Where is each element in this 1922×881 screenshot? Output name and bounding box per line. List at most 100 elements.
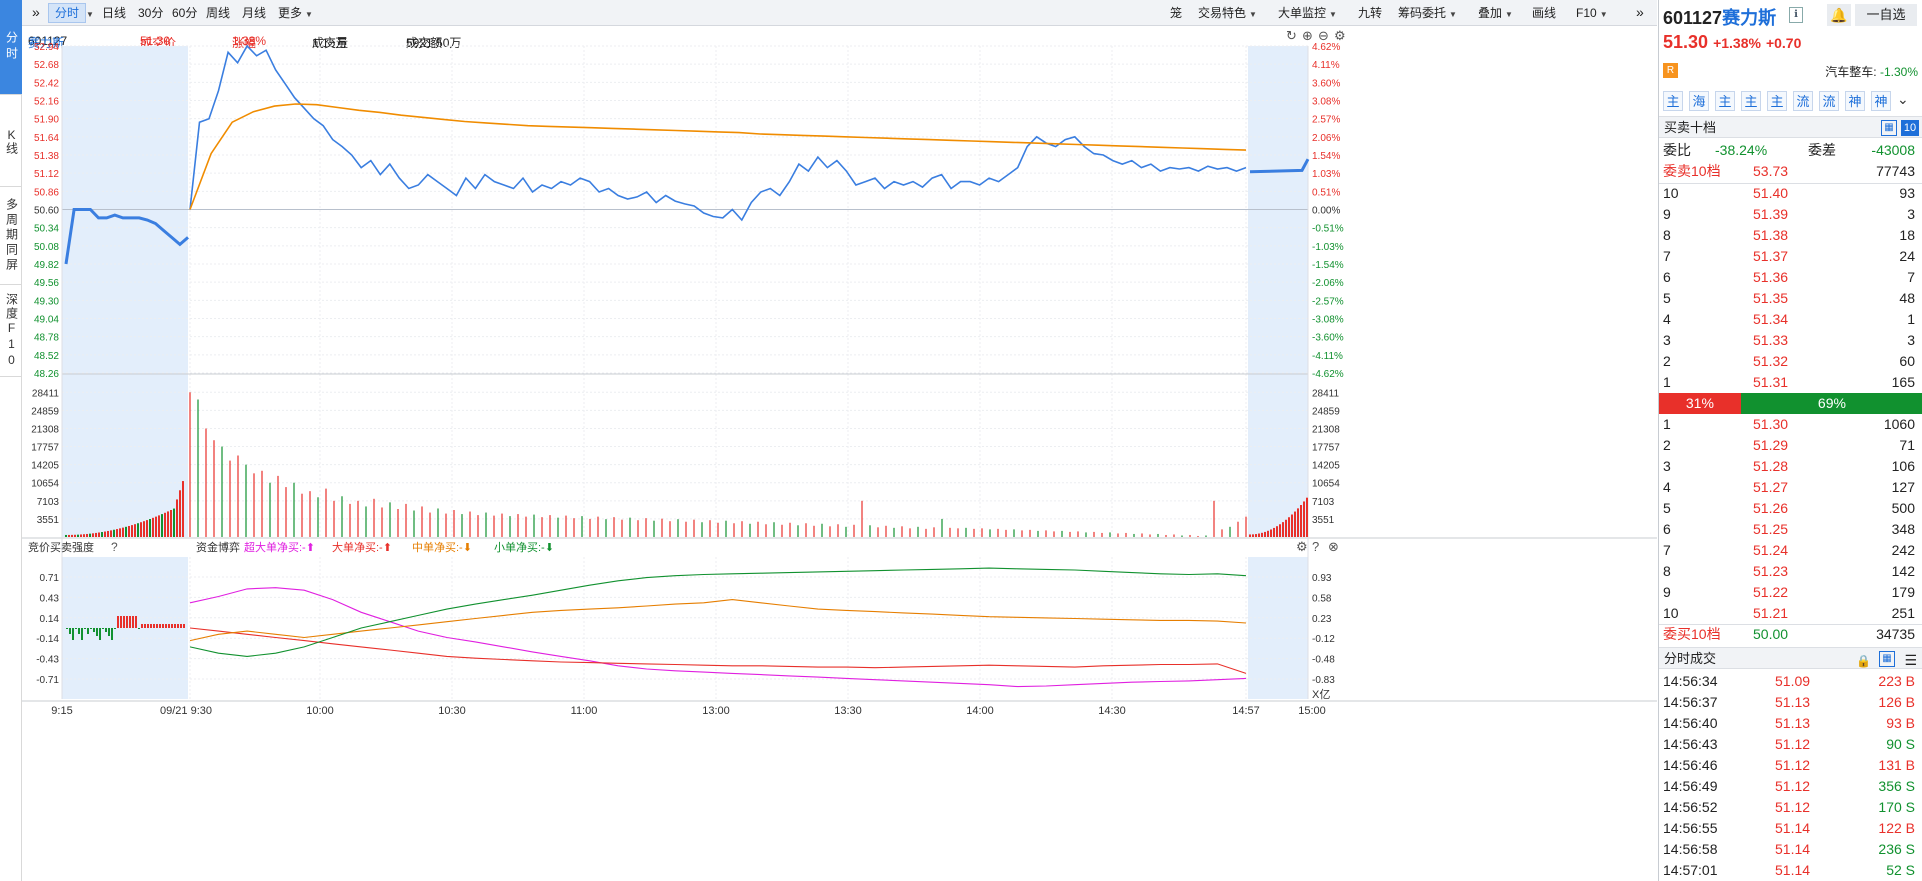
change-value: 1.38% xyxy=(232,34,267,48)
post-close-price-line xyxy=(1249,158,1310,174)
list-icon[interactable]: ☰ xyxy=(1904,652,1917,668)
bid-row[interactable]: 8 51.23 142 xyxy=(1663,561,1919,582)
flow-unit-label: X亿 xyxy=(1312,688,1330,701)
level-volume: 93 xyxy=(1899,185,1915,201)
cage-button[interactable]: 笼 xyxy=(1170,6,1183,20)
intraday-chart[interactable]: ↻ ⊕ ⊖ ⚙? ⚙? ⊗ 52.94 4.62% 52.68 4.11% 52.42 3.60% 5… xyxy=(22,0,1657,881)
bid-row[interactable]: 2 51.29 71 xyxy=(1663,435,1919,456)
quote-side-panel: 601127赛力斯 ℹ 🔔 一自选 51.30 +1.38% +0.70 R 汽… xyxy=(1658,0,1922,881)
chip-order-dropdown[interactable]: 筹码委托 ▼ xyxy=(1392,3,1463,23)
ask-row[interactable]: 1 51.31 165 xyxy=(1663,372,1919,393)
bid-row[interactable]: 3 51.28 106 xyxy=(1663,456,1919,477)
period-intraday-button[interactable]: 分时 xyxy=(48,3,87,23)
ask-row[interactable]: 7 51.37 24 xyxy=(1663,246,1919,267)
level: 7 xyxy=(1663,248,1671,264)
trade-feature-dropdown[interactable]: 交易特色 ▼ xyxy=(1192,3,1263,23)
period-weekly-button[interactable]: 周线 xyxy=(206,6,231,20)
ask-row[interactable]: 2 51.32 60 xyxy=(1663,351,1919,372)
time-tick-label: 11:00 xyxy=(571,705,598,717)
gear-icon: ⚙ xyxy=(1296,539,1308,554)
tick-time: 14:56:58 xyxy=(1663,841,1718,857)
overlay-dropdown[interactable]: 叠加 ▼ xyxy=(1472,3,1519,23)
period-daily-button[interactable]: 日线 xyxy=(102,6,127,20)
period-monthly-button[interactable]: 月线 xyxy=(242,6,267,20)
level-volume: 24 xyxy=(1899,248,1915,264)
auction-strength-bar xyxy=(135,616,137,628)
ask-row[interactable]: 10 51.40 93 xyxy=(1663,183,1919,204)
bid-row[interactable]: 9 51.22 179 xyxy=(1663,582,1919,603)
ask-row[interactable]: 9 51.39 3 xyxy=(1663,204,1919,225)
expand-left-icon[interactable]: » xyxy=(32,4,40,20)
volume-tick-label: 24859 xyxy=(1312,406,1340,417)
draw-line-button[interactable]: 画线 xyxy=(1532,6,1557,20)
sector-info[interactable]: 汽车整车: -1.30% xyxy=(1825,63,1918,80)
refresh-icon: ↻ xyxy=(1286,28,1297,43)
price-tick-label: 50.60 xyxy=(34,206,59,217)
time-tick-label: 14:00 xyxy=(966,705,994,717)
auction-strength-bar xyxy=(99,628,101,640)
ask-row[interactable]: 5 51.35 48 xyxy=(1663,288,1919,309)
nine-turn-button[interactable]: 九转 xyxy=(1358,6,1383,20)
pct-tick-label: 1.03% xyxy=(1312,169,1340,180)
bid-row[interactable]: 5 51.26 500 xyxy=(1663,498,1919,519)
big-order-monitor-dropdown[interactable]: 大单监控 ▼ xyxy=(1272,3,1343,23)
level-price: 51.39 xyxy=(1753,206,1789,222)
tags-expand-icon[interactable]: ⌄ xyxy=(1897,91,1909,107)
ask-row[interactable]: 8 51.38 18 xyxy=(1663,225,1919,246)
chip-order-label: 筹码委托 xyxy=(1398,6,1447,20)
period-dropdown-icon[interactable]: ▼ xyxy=(86,10,94,19)
feature-tag[interactable]: 神 xyxy=(1845,91,1865,111)
chevron-down-icon: ▼ xyxy=(1599,10,1608,19)
buy-total-vol: 34735 xyxy=(1876,626,1915,642)
lock-icon[interactable]: 🔒 xyxy=(1856,654,1871,668)
table-icon[interactable]: ▦ xyxy=(1881,120,1897,136)
tick-volume: 131 B xyxy=(1878,757,1915,773)
bid-row[interactable]: 7 51.24 242 xyxy=(1663,540,1919,561)
feature-tag[interactable]: 神 xyxy=(1871,91,1891,111)
table-icon[interactable]: ▦ xyxy=(1879,651,1895,667)
level-price: 51.21 xyxy=(1753,605,1789,621)
tab-intraday[interactable]: 分时 xyxy=(0,0,22,95)
feature-tag[interactable]: 主 xyxy=(1663,91,1683,111)
period-30min-button[interactable]: 30分 xyxy=(138,6,164,20)
level-volume: 48 xyxy=(1899,290,1915,306)
average-price-line xyxy=(189,103,1247,210)
info-icon[interactable]: ℹ xyxy=(1789,7,1803,23)
time-tick-label: 13:30 xyxy=(834,705,862,717)
feature-tag[interactable]: 流 xyxy=(1793,91,1813,111)
period-more-dropdown[interactable]: 更多 ▼ xyxy=(272,3,319,23)
expand-right-icon[interactable]: » xyxy=(1636,4,1644,20)
ask-row[interactable]: 3 51.33 3 xyxy=(1663,330,1919,351)
bid-row[interactable]: 10 51.21 251 xyxy=(1663,603,1919,624)
feature-tag[interactable]: 海 xyxy=(1689,91,1709,111)
ask-row[interactable]: 6 51.36 7 xyxy=(1663,267,1919,288)
feature-tag[interactable]: 流 xyxy=(1819,91,1839,111)
level-volume: 127 xyxy=(1891,479,1915,495)
price-tick-label: 50.08 xyxy=(34,242,59,253)
flow-right-tick: -0.48 xyxy=(1312,655,1335,666)
feature-tag[interactable]: 主 xyxy=(1741,91,1761,111)
flow-legend-3: 小单净买:-⬇ xyxy=(494,540,554,554)
f10-dropdown[interactable]: F10 ▼ xyxy=(1570,3,1614,23)
feature-tag[interactable]: 主 xyxy=(1767,91,1787,111)
bid-row[interactable]: 4 51.27 127 xyxy=(1663,477,1919,498)
tick-time: 14:56:43 xyxy=(1663,736,1718,752)
flow-right-tick: 0.58 xyxy=(1312,593,1332,604)
level-price: 51.29 xyxy=(1753,437,1789,453)
tab-kline[interactable]: K线 xyxy=(0,95,22,187)
tab-depth-f10[interactable]: 深度F10 xyxy=(0,285,22,377)
book-depth-toggle[interactable]: 10 xyxy=(1901,120,1919,136)
bid-row[interactable]: 1 51.30 1060 xyxy=(1663,414,1919,435)
bid-row[interactable]: 6 51.25 348 xyxy=(1663,519,1919,540)
volume-tick-label: 10654 xyxy=(1312,479,1340,490)
tab-multi-period[interactable]: 多周期同屏 xyxy=(0,187,22,285)
feature-tag[interactable]: 主 xyxy=(1715,91,1735,111)
tick-time: 14:56:49 xyxy=(1663,778,1718,794)
flow-legend-1: 大单净买:-⬆ xyxy=(332,540,392,554)
level-volume: 71 xyxy=(1899,437,1915,453)
ask-row[interactable]: 4 51.34 1 xyxy=(1663,309,1919,330)
bell-icon[interactable]: 🔔 xyxy=(1827,4,1851,26)
auction-strength-bar xyxy=(159,624,161,628)
period-60min-button[interactable]: 60分 xyxy=(172,6,198,20)
add-watchlist-button[interactable]: 一自选 xyxy=(1855,4,1917,26)
